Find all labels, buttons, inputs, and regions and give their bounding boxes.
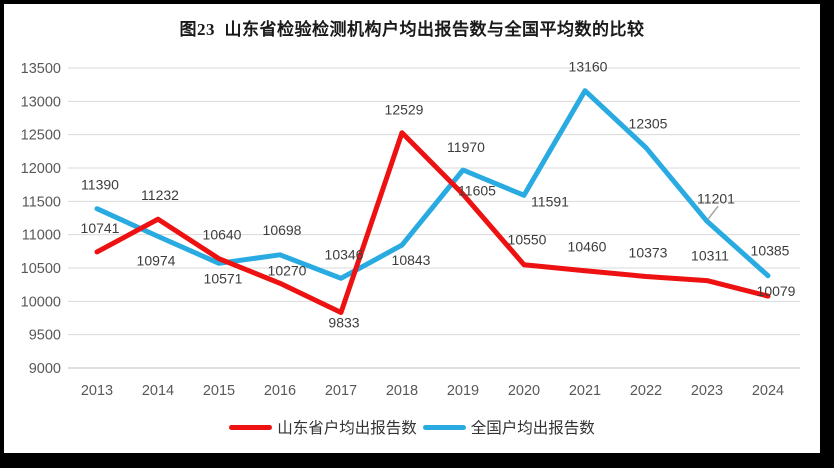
data-label: 10741: [81, 220, 120, 236]
y-tick-label: 12000: [21, 161, 61, 177]
y-tick-label: 13500: [21, 61, 61, 77]
x-tick-label: 2013: [81, 383, 113, 399]
data-label: 12529: [385, 102, 424, 118]
x-tick-label: 2021: [569, 383, 601, 399]
x-tick-label: 2019: [447, 383, 479, 399]
data-label: 10550: [508, 232, 547, 248]
series-line-1: [94, 88, 771, 281]
data-label: 11232: [141, 187, 179, 203]
series-line-0: [94, 130, 771, 315]
data-label: 10640: [203, 227, 242, 243]
label-leader-line: [707, 205, 719, 220]
data-label: 10311: [691, 248, 729, 264]
legend-label: 全国户均出报告数: [470, 420, 595, 437]
data-label: 12305: [629, 116, 668, 132]
data-label: 9833: [328, 314, 359, 330]
data-label: 10698: [263, 222, 302, 238]
data-label: 10974: [137, 252, 176, 268]
data-label: 11201: [697, 190, 735, 206]
data-label: 10460: [568, 239, 607, 255]
data-label: 10385: [751, 243, 790, 259]
x-tick-label: 2023: [691, 383, 723, 399]
legend-label: 山东省户均出报告数: [277, 420, 417, 437]
y-tick-label: 11500: [22, 194, 61, 210]
data-label: 10346: [325, 246, 364, 262]
y-tick-label: 9000: [29, 361, 61, 377]
y-tick-label: 10000: [21, 294, 61, 310]
x-tick-label: 2017: [325, 383, 357, 399]
x-tick-label: 2014: [142, 383, 174, 399]
chart-title: 图23 山东省检验检测机构户均出报告数与全国平均数的比较: [179, 20, 645, 39]
y-tick-label: 13000: [21, 94, 61, 110]
x-tick-label: 2024: [752, 383, 784, 399]
x-tick-label: 2016: [264, 383, 296, 399]
y-tick-label: 10500: [21, 261, 61, 277]
data-label: 10270: [268, 262, 307, 278]
data-label: 13160: [569, 59, 608, 75]
chart-canvas: 13500 13000 12500 12000 11500 11000 10500 10000…: [4, 4, 820, 453]
chart-legend: 山东省户均出报告数 全国户均出报告数: [4, 416, 820, 438]
x-tick-label: 2020: [508, 383, 540, 399]
legend-line-swatch: [229, 424, 273, 430]
legend-item-0: 山东省户均出报告数: [229, 416, 417, 438]
x-tick-label: 2015: [203, 383, 235, 399]
y-tick-label: 9500: [29, 328, 61, 344]
data-label: 11970: [447, 139, 485, 155]
data-label: 10373: [629, 244, 668, 260]
data-label: 10843: [392, 252, 431, 268]
legend-line-swatch: [422, 424, 466, 430]
data-label: 10571: [204, 270, 243, 286]
data-label: 10079: [757, 283, 796, 299]
data-label: 11591: [531, 193, 569, 209]
data-label: 11605: [458, 182, 496, 198]
y-tick-label: 12500: [21, 128, 61, 144]
y-tick-label: 11000: [22, 228, 61, 244]
x-tick-label: 2022: [630, 383, 662, 399]
line-chart-plot: 13500 13000 12500 12000 11500 11000 10500 10000…: [21, 59, 800, 399]
legend-item-1: 全国户均出报告数: [422, 416, 595, 438]
x-tick-label: 2018: [386, 383, 418, 399]
data-label: 11390: [81, 177, 119, 193]
